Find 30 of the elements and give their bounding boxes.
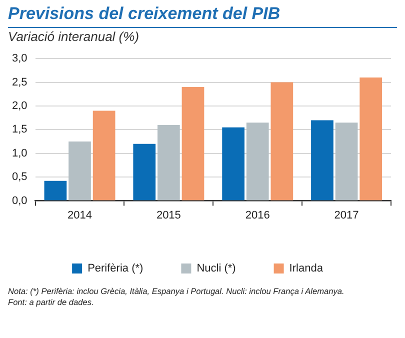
x-tick-label: 2014 (68, 209, 92, 222)
y-tick-label: 1,5 (12, 124, 28, 136)
bar (311, 120, 334, 200)
bar (270, 82, 294, 200)
chart-title: Previsions del creixement del PIB (7, 3, 282, 24)
y-tick-label: 2,0 (12, 100, 28, 112)
y-tick-label: 2,5 (12, 76, 28, 88)
bar (68, 142, 91, 200)
text: Font: a partir de dades. (8, 297, 95, 308)
chart-subtitle: Variació interanual (%) (7, 28, 140, 44)
y-tick-label: 0,5 (12, 171, 28, 184)
y-tick-label: 3,0 (12, 52, 28, 65)
text: Nota: (*) Perifèria: inclou Grècia, Itàlia, Espanya i Portugal. Nucli: inclou França i Alemanya. (8, 286, 346, 297)
bar (182, 87, 204, 200)
bar (44, 180, 67, 200)
x-tick-label: 2017 (334, 209, 359, 222)
bar (360, 78, 382, 200)
x-tick-label: 2016 (245, 209, 270, 222)
bar (158, 124, 180, 200)
legend-label: Irlanda (289, 262, 324, 275)
legend-label: Perifèria (*) (88, 262, 144, 275)
bar (92, 110, 116, 200)
y-tick-label: 1,0 (12, 147, 28, 160)
x-tick-label: 2015 (156, 209, 181, 222)
legend-label: Nucli (*) (196, 262, 236, 275)
bar (335, 122, 358, 200)
y-tick-label: 0,0 (12, 194, 28, 207)
bar (246, 122, 269, 200)
bar (133, 144, 156, 200)
bar (222, 127, 244, 200)
